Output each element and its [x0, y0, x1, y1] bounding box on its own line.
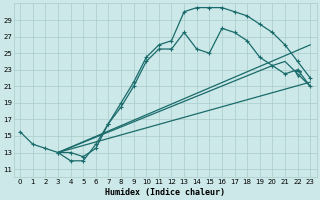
X-axis label: Humidex (Indice chaleur): Humidex (Indice chaleur) — [105, 188, 225, 197]
